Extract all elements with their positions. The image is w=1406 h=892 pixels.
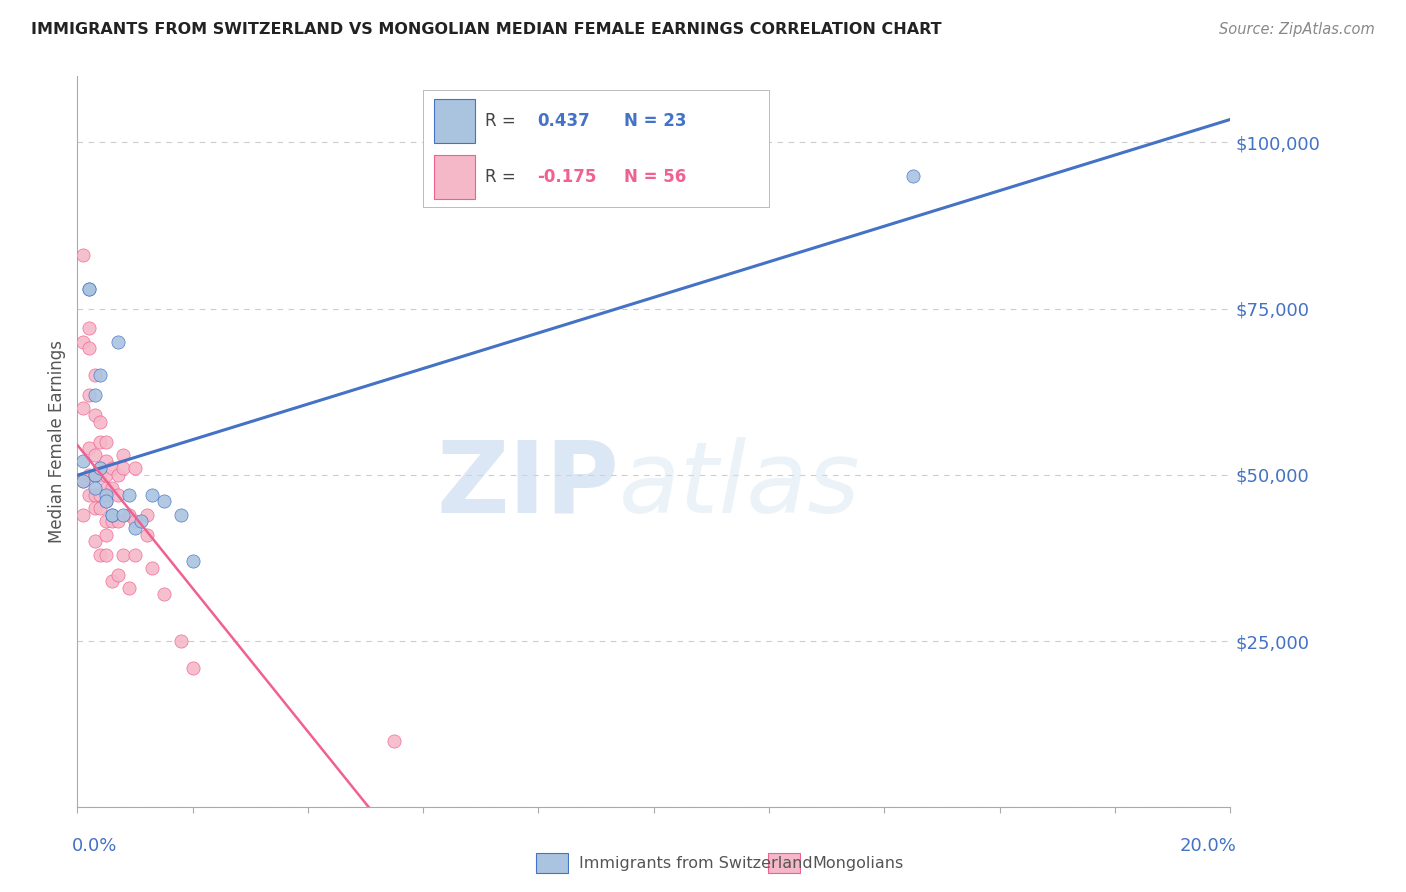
Point — [96, 494, 118, 508]
Point — [135, 508, 157, 522]
Point — [141, 488, 163, 502]
Point — [107, 488, 129, 502]
Text: Immigrants from Switzerland: Immigrants from Switzerland — [579, 856, 813, 871]
Point — [77, 467, 100, 482]
Point — [101, 481, 124, 495]
Point — [96, 494, 118, 508]
Point — [72, 248, 94, 262]
Point — [96, 488, 118, 502]
Point — [112, 461, 135, 475]
Point — [77, 282, 100, 296]
Point — [141, 561, 163, 575]
Point — [181, 660, 204, 674]
Point — [96, 514, 118, 528]
Point — [107, 334, 129, 349]
Point — [96, 467, 118, 482]
Point — [83, 488, 105, 502]
Point — [170, 508, 193, 522]
Point — [83, 534, 105, 549]
Point — [96, 527, 118, 541]
Point — [124, 461, 146, 475]
Point — [101, 514, 124, 528]
Point — [96, 454, 118, 468]
Point — [83, 408, 105, 422]
Text: Mongolians: Mongolians — [813, 856, 904, 871]
Point — [107, 467, 129, 482]
Point — [77, 342, 100, 356]
Point — [89, 434, 111, 449]
Point — [89, 548, 111, 562]
Point — [89, 501, 111, 516]
Point — [124, 548, 146, 562]
Point — [89, 415, 111, 429]
Point — [101, 461, 124, 475]
Point — [72, 454, 94, 468]
Point — [72, 508, 94, 522]
Bar — [536, 854, 568, 873]
Point — [101, 508, 124, 522]
Point — [112, 508, 135, 522]
Point — [101, 574, 124, 589]
Point — [77, 488, 100, 502]
Text: atlas: atlas — [619, 437, 860, 534]
Point — [129, 514, 152, 528]
Text: IMMIGRANTS FROM SWITZERLAND VS MONGOLIAN MEDIAN FEMALE EARNINGS CORRELATION CHAR: IMMIGRANTS FROM SWITZERLAND VS MONGOLIAN… — [31, 22, 942, 37]
Point — [112, 548, 135, 562]
Point — [107, 514, 129, 528]
Point — [903, 169, 925, 183]
Point — [83, 368, 105, 382]
Point — [135, 527, 157, 541]
Point — [89, 368, 111, 382]
Point — [72, 475, 94, 489]
Point — [83, 388, 105, 402]
Point — [153, 587, 174, 601]
Point — [118, 488, 141, 502]
Point — [72, 334, 94, 349]
Point — [83, 467, 105, 482]
Point — [96, 548, 118, 562]
Text: Source: ZipAtlas.com: Source: ZipAtlas.com — [1219, 22, 1375, 37]
Point — [107, 567, 129, 582]
Y-axis label: Median Female Earnings: Median Female Earnings — [48, 340, 66, 543]
Point — [83, 481, 105, 495]
Point — [89, 488, 111, 502]
Text: ZIP: ZIP — [436, 437, 619, 534]
Point — [77, 441, 100, 455]
Point — [83, 448, 105, 462]
Point — [118, 508, 141, 522]
Point — [89, 461, 111, 475]
Point — [153, 494, 174, 508]
Point — [72, 475, 94, 489]
Text: 0.0%: 0.0% — [72, 837, 117, 855]
Point — [124, 521, 146, 535]
Point — [89, 461, 111, 475]
Point — [77, 282, 100, 296]
Bar — [768, 854, 800, 873]
Point — [112, 448, 135, 462]
Point — [72, 401, 94, 416]
Point — [77, 321, 100, 335]
Point — [118, 581, 141, 595]
Point — [89, 467, 111, 482]
Point — [83, 501, 105, 516]
Point — [181, 554, 204, 568]
Point — [124, 514, 146, 528]
Point — [77, 388, 100, 402]
Point — [170, 634, 193, 648]
Point — [83, 467, 105, 482]
Text: 20.0%: 20.0% — [1180, 837, 1236, 855]
Point — [96, 481, 118, 495]
Point — [382, 733, 406, 747]
Point — [101, 508, 124, 522]
Point — [96, 434, 118, 449]
